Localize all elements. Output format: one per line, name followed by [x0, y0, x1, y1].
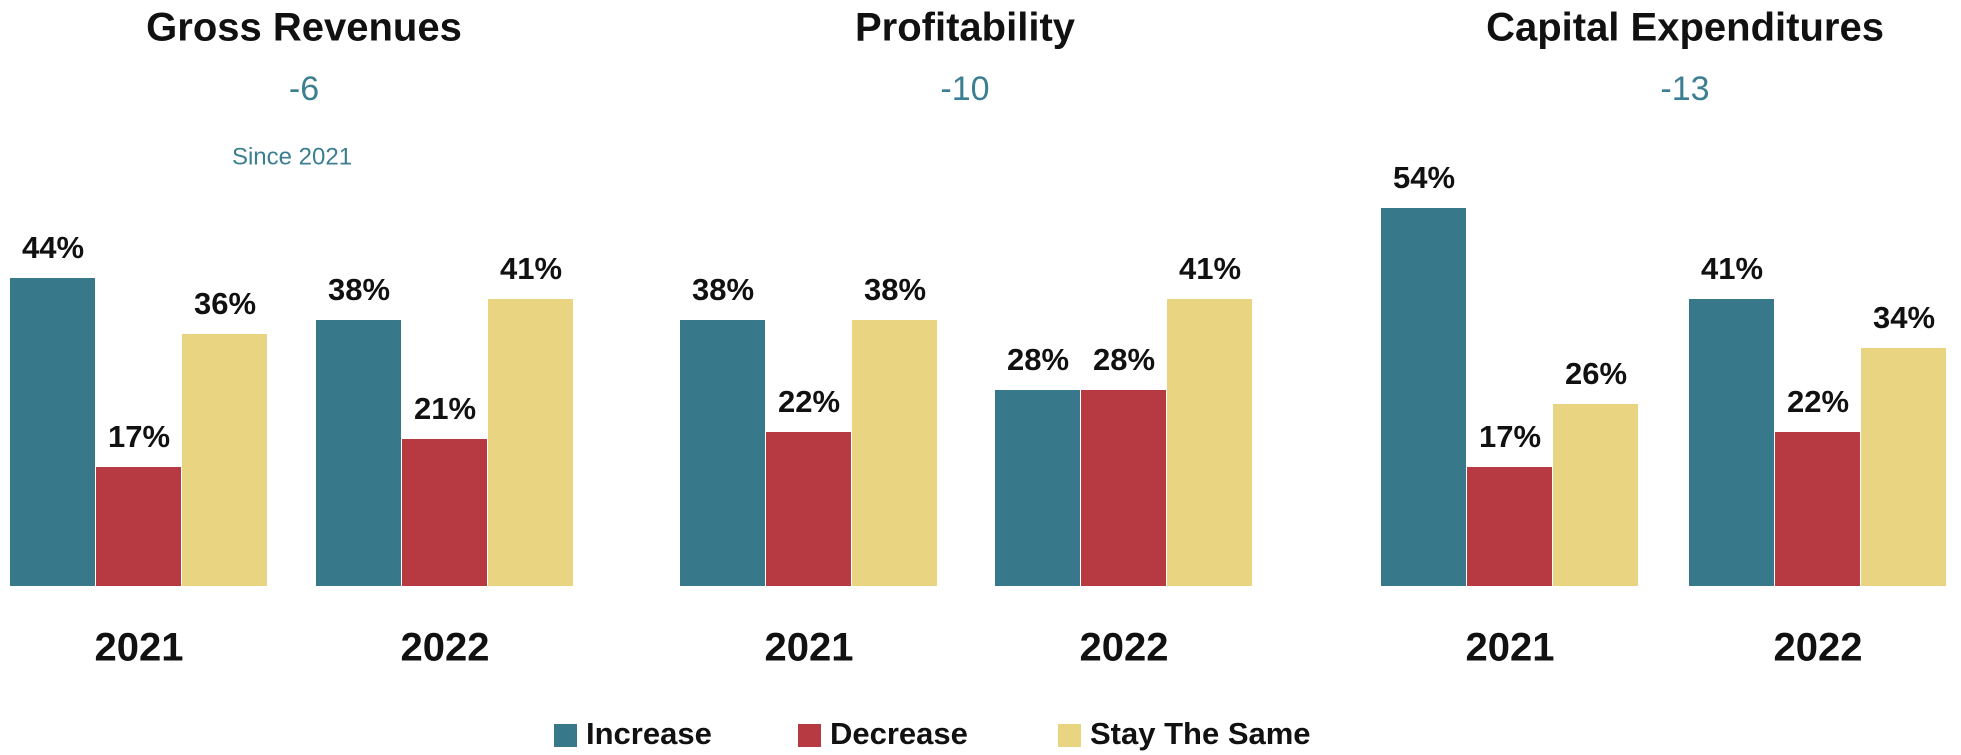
x-tick-label: 2021 — [95, 626, 184, 670]
bar — [182, 334, 267, 586]
legend-swatch — [798, 724, 821, 747]
data-label: 44% — [22, 230, 84, 265]
data-label: 54% — [1393, 160, 1455, 195]
x-tick-label: 2021 — [1466, 626, 1555, 670]
bar — [1467, 467, 1552, 586]
bar — [96, 467, 181, 586]
data-label: 38% — [864, 272, 926, 307]
bar — [1775, 432, 1860, 586]
chart-title: Gross Revenues — [146, 6, 462, 50]
data-label: 38% — [328, 272, 390, 307]
data-label: 21% — [414, 391, 476, 426]
legend-swatch — [1058, 724, 1081, 747]
legend-swatch — [554, 724, 577, 747]
legend-label: Stay The Same — [1090, 716, 1311, 751]
chart-title: Profitability — [855, 6, 1076, 50]
annotation: Since 2021 — [232, 143, 352, 170]
x-tick-label: 2022 — [1774, 626, 1863, 670]
x-tick-label: 2022 — [401, 626, 490, 670]
subtitle: -6 — [289, 70, 319, 108]
data-label: 17% — [108, 419, 170, 454]
data-label: 22% — [778, 384, 840, 419]
bar — [1381, 208, 1466, 586]
bar — [10, 278, 95, 586]
bar — [1553, 404, 1638, 586]
data-label: 36% — [194, 286, 256, 321]
data-label: 28% — [1007, 342, 1069, 377]
chart-title: Capital Expenditures — [1486, 6, 1884, 50]
bar — [852, 320, 937, 586]
x-tick-label: 2022 — [1080, 626, 1169, 670]
bar — [1689, 299, 1774, 586]
data-label: 34% — [1873, 300, 1935, 335]
bar — [680, 320, 765, 586]
bar — [1861, 348, 1946, 586]
bar — [1167, 299, 1252, 586]
bar — [402, 439, 487, 586]
bar — [995, 390, 1080, 586]
subtitle: -13 — [1660, 70, 1709, 108]
subtitle: -10 — [940, 70, 989, 108]
bar — [316, 320, 401, 586]
data-label: 22% — [1787, 384, 1849, 419]
legend-label: Increase — [586, 716, 712, 751]
data-label: 41% — [500, 251, 562, 286]
data-label: 26% — [1565, 356, 1627, 391]
data-label: 41% — [1701, 251, 1763, 286]
data-label: 41% — [1179, 251, 1241, 286]
bar — [488, 299, 573, 586]
data-label: 38% — [692, 272, 754, 307]
x-tick-label: 2021 — [765, 626, 854, 670]
legend-label: Decrease — [830, 716, 968, 751]
data-label: 17% — [1479, 419, 1541, 454]
bar — [766, 432, 851, 586]
bar — [1081, 390, 1166, 586]
data-label: 28% — [1093, 342, 1155, 377]
